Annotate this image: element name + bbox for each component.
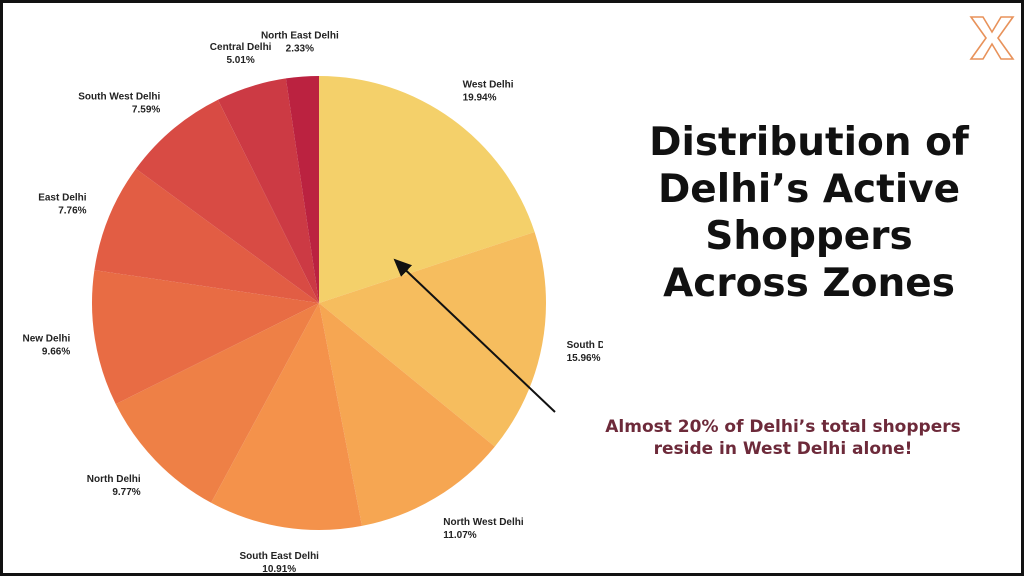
pie-slice-west-delhi (319, 76, 535, 303)
slice-value-label: 9.66% (42, 346, 70, 357)
pie-chart-svg: West Delhi 19.94% South Delhi 15.96% North W… (22, 31, 622, 575)
pie-slice-south-delhi (319, 232, 546, 447)
pie-slice-central-delhi (217, 78, 319, 303)
callout-arrow (393, 258, 556, 413)
slice-name-label: North West Delhi (443, 517, 524, 528)
pie-slice-new-delhi (92, 270, 319, 405)
pie-slices (92, 76, 546, 530)
title-line: Shoppers (705, 214, 913, 259)
slice-name-label: South East Delhi (240, 551, 320, 562)
slice-name-label: Central Delhi (210, 42, 272, 53)
slice-value-label: 2.33% (286, 44, 314, 55)
slice-name-label: New Delhi (22, 333, 70, 344)
pie-slice-north-east-delhi (285, 76, 319, 303)
slice-value-label: 7.59% (132, 105, 160, 116)
x-logo-icon (969, 16, 1015, 60)
pie-slice-south-west-delhi (135, 99, 319, 303)
slice-name-label: East Delhi (38, 193, 87, 204)
slice-value-label: 15.96% (567, 353, 601, 364)
callout-line: reside in West Delhi alone! (653, 439, 913, 459)
pie-chart: West Delhi 19.94% South Delhi 15.96% North W… (3, 3, 622, 579)
slice-name-label: North Delhi (87, 474, 141, 485)
pie-slice-south-east-delhi (211, 303, 362, 530)
title-line: Across Zones (663, 261, 955, 306)
page-title: Distribution of Delhi’s Active Shoppers … (609, 119, 1009, 307)
pie-labels: West Delhi 19.94% South Delhi 15.96% North W… (22, 31, 622, 575)
slice-name-label: North East Delhi (261, 31, 339, 42)
pie-slice-east-delhi (94, 168, 319, 303)
slice-value-label: 5.01% (226, 55, 254, 66)
slice-name-label: West Delhi (463, 80, 514, 91)
slice-name-label: South West Delhi (78, 92, 160, 103)
slice-value-label: 10.91% (262, 564, 296, 575)
callout-line: Almost 20% of Delhi’s total shoppers (605, 417, 961, 437)
slice-value-label: 11.07% (443, 530, 476, 541)
callout-text: Almost 20% of Delhi’s total shoppers res… (583, 416, 983, 460)
slice-name-label: South Delhi (567, 340, 603, 351)
title-line: Delhi’s Active (657, 167, 961, 212)
pie-slice-north-delhi (115, 303, 319, 503)
pie-slice-north-west-delhi (319, 303, 495, 526)
slice-value-label: 7.76% (58, 206, 86, 217)
slice-value-label: 9.77% (112, 487, 140, 498)
title-line: Distribution of (649, 120, 969, 165)
slice-value-label: 19.94% (463, 93, 497, 104)
